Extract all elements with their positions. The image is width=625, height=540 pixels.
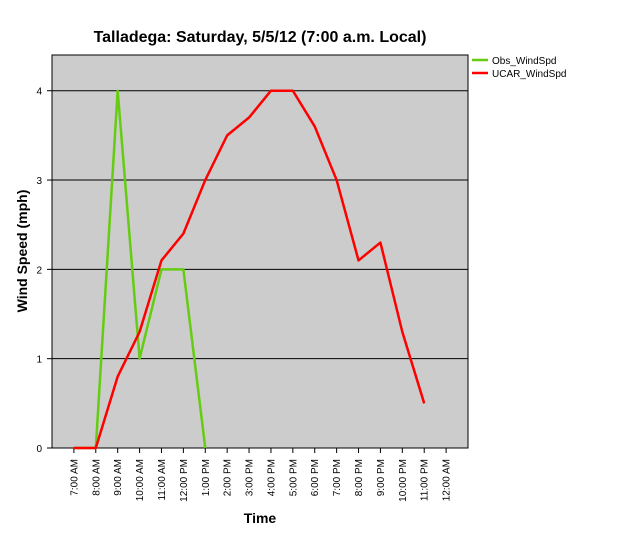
x-tick-label: 12:00 AM xyxy=(442,459,453,501)
x-tick-label: 4:00 PM xyxy=(266,459,277,496)
legend: Obs_WindSpd UCAR_WindSpd xyxy=(472,56,566,80)
y-tick-label: 1 xyxy=(36,355,42,366)
series-line-ucar-windspd xyxy=(73,89,426,450)
x-tick-label: 9:00 AM xyxy=(113,459,124,496)
y-tick-label: 2 xyxy=(36,265,42,276)
x-tick-label: 5:00 PM xyxy=(288,459,299,496)
x-tick-label: 7:00 PM xyxy=(332,459,343,496)
y-axis: 0 1 2 3 4 xyxy=(36,87,52,455)
y-tick-label: 3 xyxy=(36,176,42,187)
x-tick-label: 1:00 PM xyxy=(201,459,212,496)
legend-label: UCAR_WindSpd xyxy=(492,69,566,80)
x-axis-label: Time xyxy=(244,510,277,526)
grid-lines xyxy=(52,90,468,449)
x-tick-label: 3:00 PM xyxy=(245,459,256,496)
x-tick-label: 10:00 AM xyxy=(135,459,146,501)
x-tick-label: 11:00 PM xyxy=(420,459,431,501)
x-tick-label: 2:00 PM xyxy=(223,459,234,496)
y-axis-label: Wind Speed (mph) xyxy=(14,190,30,313)
x-tick-label: 9:00 PM xyxy=(376,459,387,496)
series-lines xyxy=(73,89,426,450)
chart-title: Talladega: Saturday, 5/5/12 (7:00 a.m. L… xyxy=(94,29,427,46)
x-tick-label: 8:00 AM xyxy=(91,459,102,496)
x-tick-label: 11:00 AM xyxy=(157,459,168,501)
y-tick-label: 0 xyxy=(36,444,42,455)
x-tick-label: 8:00 PM xyxy=(354,459,365,496)
x-axis: 7:00 AM 8:00 AM 9:00 AM 10:00 AM 11:00 AM 12:… xyxy=(69,448,453,502)
x-tick-label: 6:00 PM xyxy=(310,459,321,496)
x-tick-label: 10:00 PM xyxy=(398,459,409,502)
x-tick-label: 12:00 PM xyxy=(179,459,190,502)
x-tick-label: 7:00 AM xyxy=(69,459,80,496)
legend-label: Obs_WindSpd xyxy=(492,56,556,67)
y-tick-label: 4 xyxy=(36,87,42,98)
